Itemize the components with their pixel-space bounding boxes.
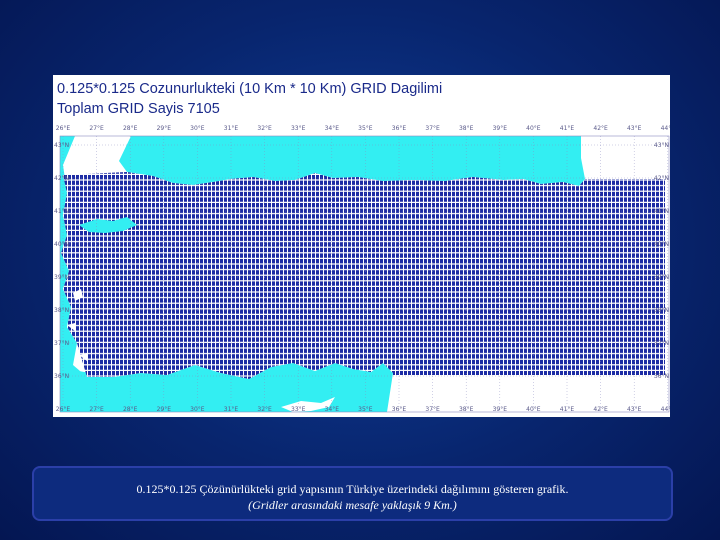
lat-labels-left: 43°N 42°N 41°N 40°N 39°N 38°N 37°N 36°N	[54, 142, 69, 380]
lon-label: 43°E	[627, 406, 642, 413]
lat-label-right: 37°N	[654, 340, 669, 347]
mediterranean-sea	[73, 363, 393, 412]
lon-label: 44°E	[661, 406, 670, 413]
aegean-islands	[67, 289, 87, 361]
lon-label: 42°E	[593, 125, 608, 132]
grid-map: 26°E 27°E 28°E 29°E 30°E 31°E 32°E 33°E 34°E 35°E…	[54, 125, 670, 413]
lon-label: 28°E	[123, 406, 138, 413]
lon-label: 38°E	[459, 125, 474, 132]
lon-label: 34°E	[325, 125, 340, 132]
lat-label-right: 36°N	[654, 373, 669, 380]
lat-label-left: 39°N	[54, 274, 69, 281]
lon-labels-top: 26°E 27°E 28°E 29°E 30°E 31°E 32°E 33°E 34°E 35°E…	[56, 125, 670, 132]
lat-label-left: 43°N	[54, 142, 69, 149]
lon-label: 29°E	[157, 406, 172, 413]
lon-labels-bottom: 26°E 27°E 28°E 29°E 30°E 31°E 32°E 33°E 34°E 35°E…	[56, 406, 670, 413]
lat-label-right: 43°N	[654, 142, 669, 149]
black-sea	[119, 136, 585, 186]
lon-label: 36°E	[392, 406, 407, 413]
lat-label-right: 39°N	[654, 274, 669, 281]
turkey-grid	[61, 172, 665, 379]
map-panel: 0.125*0.125 Cozunurlukteki (10 Km * 10 K…	[53, 75, 670, 417]
lon-label: 29°E	[157, 125, 172, 132]
lon-label: 26°E	[56, 125, 71, 132]
lon-label: 31°E	[224, 406, 239, 413]
caption-box: 0.125*0.125 Çözünürlükteki grid yapısını…	[32, 466, 673, 521]
lat-label-right: 41°N	[654, 208, 669, 215]
lon-label: 33°E	[291, 125, 306, 132]
caption-line2: (Gridler arasındaki mesafe yaklaşık 9 Km…	[248, 498, 457, 512]
lon-label: 39°E	[493, 125, 508, 132]
lon-label: 36°E	[392, 125, 407, 132]
map-subtitle: Toplam GRID Sayis 7105	[57, 101, 220, 117]
lon-label: 35°E	[358, 406, 373, 413]
lon-label: 27°E	[89, 125, 104, 132]
lat-label-left: 37°N	[54, 340, 69, 347]
lon-label: 27°E	[89, 406, 104, 413]
lat-label-left: 41°N	[54, 208, 69, 215]
lon-label: 40°E	[526, 406, 541, 413]
lon-label: 43°E	[627, 125, 642, 132]
caption-line1: 0.125*0.125 Çözünürlükteki grid yapısını…	[136, 482, 569, 496]
lon-label: 41°E	[560, 406, 575, 413]
lat-label-left: 42°N	[54, 175, 69, 182]
lat-label-right: 38°N	[654, 307, 669, 314]
lat-label-left: 40°N	[54, 241, 69, 248]
lat-label-right: 40°N	[654, 241, 669, 248]
lon-label: 42°E	[593, 406, 608, 413]
lon-label: 39°E	[493, 406, 508, 413]
lat-labels-right: 43°N 42°N 41°N 40°N 39°N 38°N 37°N 36°N	[654, 142, 669, 380]
lon-label: 37°E	[425, 125, 440, 132]
lon-label: 32°E	[257, 125, 272, 132]
lon-label: 30°E	[190, 125, 205, 132]
lon-label: 40°E	[526, 125, 541, 132]
graticule	[60, 136, 669, 412]
lon-label: 37°E	[425, 406, 440, 413]
map-title: 0.125*0.125 Cozunurlukteki (10 Km * 10 K…	[57, 81, 443, 97]
lon-label: 32°E	[257, 406, 272, 413]
cyprus-island	[281, 397, 335, 412]
lon-label: 41°E	[560, 125, 575, 132]
lon-label: 35°E	[358, 125, 373, 132]
lon-label: 33°E	[291, 406, 306, 413]
lat-label-left: 38°N	[54, 307, 69, 314]
lat-label-left: 36°N	[54, 373, 69, 380]
lon-label: 26°E	[56, 406, 71, 413]
lon-label: 44°E	[661, 125, 670, 132]
lon-label: 34°E	[325, 406, 340, 413]
lat-label-right: 42°N	[654, 175, 669, 182]
lon-label: 31°E	[224, 125, 239, 132]
lon-label: 28°E	[123, 125, 138, 132]
lon-label: 30°E	[190, 406, 205, 413]
lon-label: 38°E	[459, 406, 474, 413]
